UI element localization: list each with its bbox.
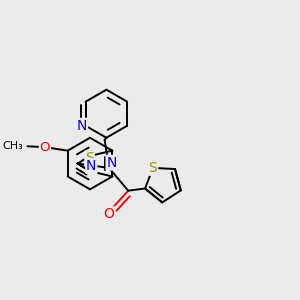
Text: CH₃: CH₃	[2, 141, 23, 151]
Text: N: N	[77, 119, 87, 133]
Text: O: O	[40, 141, 50, 154]
Text: O: O	[103, 207, 114, 221]
Text: S: S	[85, 152, 94, 165]
Text: N: N	[106, 156, 117, 170]
Text: S: S	[148, 161, 157, 175]
Text: N: N	[86, 159, 97, 173]
